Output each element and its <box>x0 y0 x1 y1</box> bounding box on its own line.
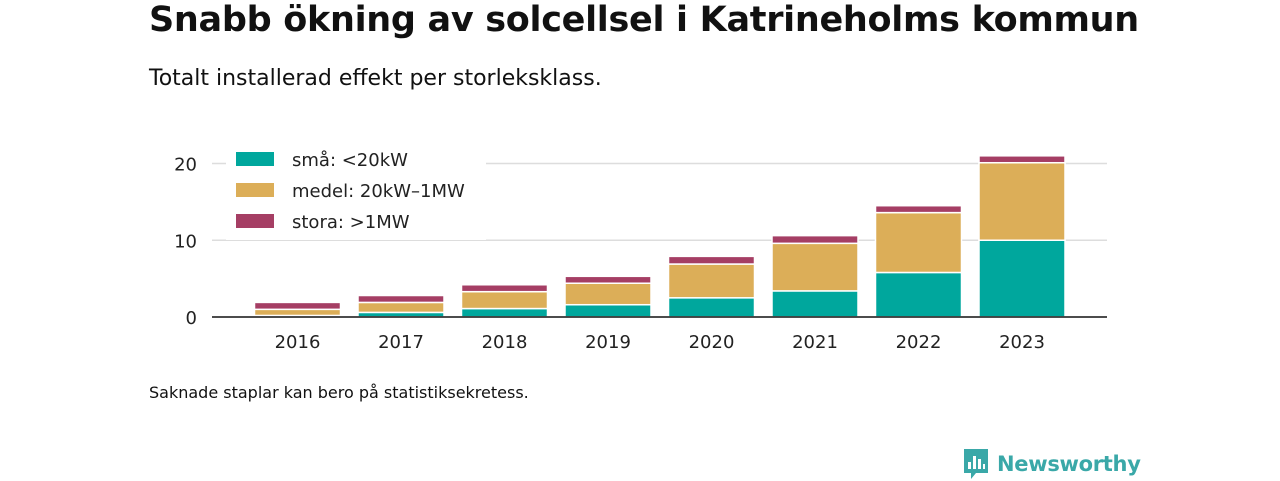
bar-2018-series-2 <box>460 284 549 293</box>
bar-2021-series-1 <box>771 242 859 292</box>
bar-2016-series-1 <box>253 308 342 317</box>
bar-2019-series-1 <box>564 282 652 306</box>
bars <box>253 155 1066 318</box>
bar-2020-series-1 <box>667 263 756 299</box>
legend-swatch-2 <box>236 214 274 228</box>
bar-2022-series-1 <box>874 211 963 274</box>
brand: Newsworthy <box>962 447 1141 481</box>
newsworthy-logo-icon <box>964 449 988 479</box>
brand-name: Newsworthy <box>997 452 1141 476</box>
axes: 0 10 20 2016 2017 2018 2019 2020 2021 2022 2023 <box>174 155 1107 353</box>
bar-2023-series-0 <box>978 239 1066 318</box>
bar-2023-series-1 <box>978 161 1066 241</box>
bar-2022-series-2 <box>874 204 963 214</box>
legend-label-2: stora: >1MW <box>292 212 410 233</box>
x-tick-label: 2022 <box>896 332 942 353</box>
bar-2021-series-2 <box>771 234 859 245</box>
legend-label-1: medel: 20kW–1MW <box>292 181 465 202</box>
bar-2019-series-0 <box>564 303 652 318</box>
bar-2018-series-0 <box>460 307 549 318</box>
bar-2019-series-2 <box>564 275 652 284</box>
footnote: Saknade staplar kan bero på statistiksek… <box>149 383 529 402</box>
bar-2016-series-2 <box>253 301 342 311</box>
x-tick-label: 2017 <box>378 332 424 353</box>
x-tick-label: 2023 <box>999 332 1045 353</box>
bar-2017-series-1 <box>357 301 445 314</box>
x-tick-label: 2018 <box>482 332 528 353</box>
x-tick-label: 2020 <box>689 332 735 353</box>
chart-title: Snabb ökning av solcellsel i Katrineholm… <box>149 0 1139 40</box>
bar-2020-series-0 <box>667 297 756 318</box>
bar-2020-series-2 <box>667 255 756 265</box>
legend-swatch-1 <box>236 183 274 197</box>
legend: små: <20kW medel: 20kW–1MW stora: >1MW <box>226 147 486 240</box>
chart-subtitle: Totalt installerad effekt per storlekskl… <box>149 66 602 91</box>
y-tick-label: 20 <box>174 155 197 176</box>
bar-2018-series-1 <box>460 290 549 310</box>
x-tick-label: 2016 <box>275 332 321 353</box>
x-tick-label: 2019 <box>585 332 631 353</box>
bar-2022-series-0 <box>874 271 963 318</box>
bar-2023-series-2 <box>978 155 1066 164</box>
bar-2017-series-2 <box>357 294 445 304</box>
y-tick-label: 0 <box>186 308 197 329</box>
x-tick-label: 2021 <box>792 332 838 353</box>
bar-2021-series-0 <box>771 290 859 318</box>
y-tick-label: 10 <box>174 231 197 252</box>
legend-label-0: små: <20kW <box>292 150 408 171</box>
legend-swatch-0 <box>236 152 274 166</box>
